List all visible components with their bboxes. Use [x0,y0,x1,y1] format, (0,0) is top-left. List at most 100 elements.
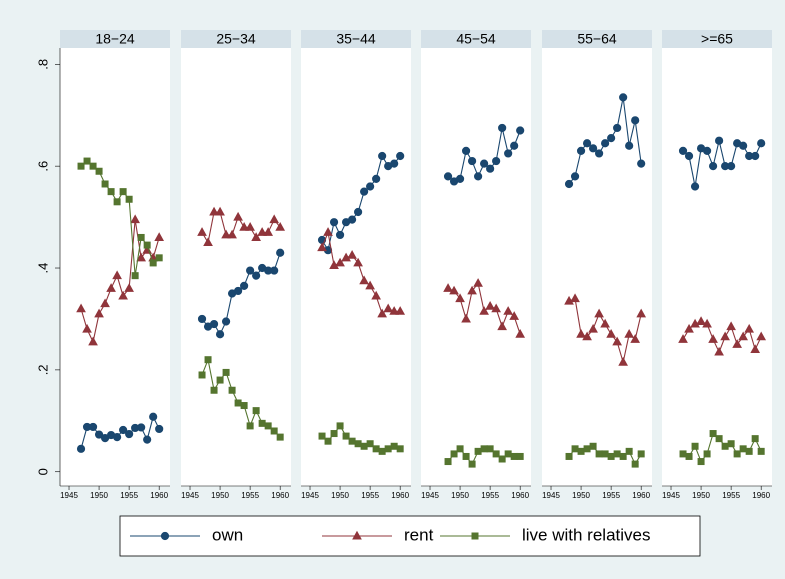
marker [245,222,255,231]
x-tick-label: 1950 [572,491,590,500]
marker [709,430,717,438]
marker [106,283,116,292]
marker [348,437,356,445]
marker [739,141,748,150]
marker [612,336,622,346]
marker [246,266,255,275]
x-tick-label: 1950 [90,491,108,500]
marker [756,331,767,341]
marker [697,458,705,466]
marker [240,281,249,290]
marker [143,241,151,249]
marker [77,162,85,170]
marker [94,430,104,439]
marker [738,331,748,341]
x-tick-label: 1955 [602,491,620,500]
marker [613,450,621,458]
marker [317,242,327,252]
marker [492,156,501,166]
marker [714,346,724,356]
x-tick-label: 1960 [632,491,650,500]
x-tick-label: 1950 [451,491,469,500]
marker [234,399,242,407]
marker [149,259,157,267]
marker [240,402,248,410]
marker [485,300,495,310]
marker [269,214,280,224]
marker [757,447,765,455]
panel [542,48,652,486]
marker [745,447,753,455]
panel-header [60,30,170,48]
marker [504,450,512,458]
marker [509,311,520,320]
marker [678,334,688,343]
marker [582,331,592,341]
marker [354,207,363,217]
marker [467,156,477,166]
marker [197,314,207,324]
marker [82,323,92,333]
marker [383,303,394,313]
marker [276,433,284,441]
marker [565,452,573,460]
marker [329,218,339,227]
marker [607,134,616,143]
y-tick-label: .4 [35,263,50,274]
x-tick-label: 1955 [722,491,740,500]
marker [571,445,579,453]
x-tick-label: 1945 [542,491,560,500]
marker [89,162,97,170]
marker [583,445,591,453]
marker [221,229,231,239]
x-tick-label: 1945 [301,491,319,500]
marker [450,450,458,458]
marker [619,452,627,460]
marker [471,532,479,540]
marker [342,432,350,440]
marker [263,227,274,236]
marker [372,445,380,453]
marker [216,376,224,384]
marker [473,278,483,287]
marker [221,317,231,326]
marker [564,295,574,305]
marker [264,422,272,430]
marker [631,116,640,125]
x-tick-label: 1945 [421,491,439,500]
marker [691,442,699,450]
marker [389,306,400,315]
marker [113,433,122,442]
marker [570,293,580,303]
marker [577,447,585,455]
panel-title: 25−34 [216,31,256,47]
marker [76,303,86,313]
marker [757,139,766,148]
marker [233,211,243,221]
marker [631,460,639,468]
marker [83,157,91,165]
y-tick-label: .6 [35,161,50,172]
marker [335,230,345,240]
marker [137,233,145,241]
marker [136,252,146,262]
marker [112,270,122,280]
marker [690,318,700,328]
panel-header [301,30,411,48]
marker [395,306,406,315]
marker [160,531,170,541]
marker [360,442,368,450]
marker [359,275,369,285]
marker [228,386,236,394]
legend-label: rent [404,525,434,544]
marker [498,455,506,463]
marker [486,445,494,453]
marker [222,368,230,376]
marker [619,93,628,102]
marker [396,151,405,161]
marker [239,222,249,231]
x-tick-label: 1960 [150,491,168,500]
marker [360,187,369,196]
marker [330,430,338,438]
